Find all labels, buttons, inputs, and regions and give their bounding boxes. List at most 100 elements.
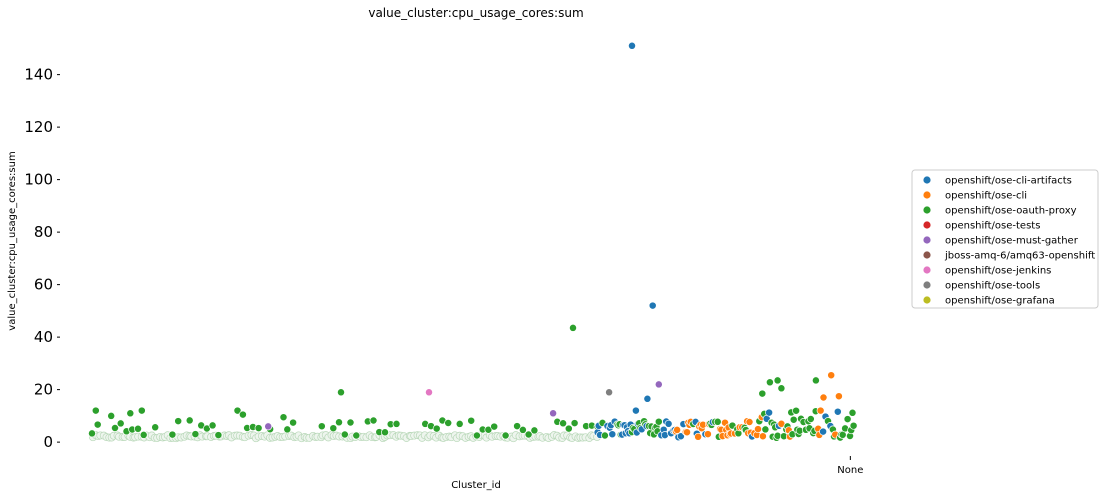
scatter-point [745, 418, 754, 426]
legend: openshift/ose-cli-artifacts openshift/ose… [911, 169, 1099, 309]
scatter-point [444, 419, 453, 427]
scatter-point [317, 422, 326, 431]
scatter-point [758, 389, 767, 398]
legend-marker [923, 251, 931, 259]
scatter-point [648, 301, 657, 310]
scatter-point [758, 432, 767, 441]
legend-label: openshift/ose-oauth-proxy [945, 206, 1077, 217]
legend-label: openshift/ose-tests [945, 221, 1040, 232]
legend-marker [923, 281, 931, 289]
scatter-point [643, 394, 652, 403]
x-axis: None [837, 456, 863, 476]
scatter-point [346, 418, 355, 427]
legend-marker [923, 266, 931, 274]
scatter-point [340, 430, 349, 439]
scatter-point [654, 380, 663, 389]
scatter-point [570, 419, 579, 428]
scatter-point [432, 424, 441, 433]
scatter-point [631, 406, 640, 415]
y-tick-label: 0 [43, 433, 53, 451]
scatter-point [811, 376, 820, 385]
legend-marker [923, 191, 931, 199]
y-axis: 0 20 40 60 80 100 120 140 [24, 66, 60, 451]
scatter-point [569, 323, 577, 332]
y-axis-label: value_cluster:cpu_usage_cores:sum [7, 151, 18, 330]
legend-marker [923, 236, 931, 244]
scatter-point [843, 415, 852, 424]
scatter-point [335, 418, 343, 427]
legend-frame [911, 169, 1099, 309]
scatter-point [664, 419, 673, 428]
scatter-point [703, 430, 712, 439]
y-tick-label: 20 [34, 381, 53, 399]
scatter-point [88, 429, 96, 438]
y-tick-label: 80 [34, 223, 53, 241]
scatter-point [834, 392, 843, 401]
scatter-point [381, 428, 389, 437]
scatter-point [490, 422, 499, 431]
scatter-point [694, 432, 703, 441]
scatter-point [819, 393, 828, 402]
scatter-point [530, 426, 539, 435]
scatter-point [549, 409, 558, 418]
data-points [88, 41, 858, 443]
y-tick-label: 40 [34, 328, 53, 346]
scatter-point [789, 415, 798, 424]
scatter-point [126, 409, 135, 418]
scatter-point [628, 41, 636, 50]
scatter-point [111, 424, 119, 432]
scatter-point [174, 417, 183, 426]
scatter-point [827, 371, 836, 380]
scatter-point [264, 422, 273, 431]
scatter-point [524, 430, 533, 439]
scatter-point [559, 419, 568, 428]
scatter-point [849, 421, 858, 430]
scatter-point [168, 430, 177, 439]
scatter-point [279, 413, 288, 422]
scatter-point [564, 424, 573, 433]
y-tick-label: 60 [34, 276, 53, 294]
scatter-point [654, 417, 663, 426]
legend-marker [923, 296, 931, 304]
y-tick-label: 140 [24, 66, 53, 84]
scatter-point [773, 376, 782, 385]
scatter-point [329, 424, 338, 433]
legend-marker [923, 176, 931, 184]
scatter-point [233, 406, 242, 415]
scatter-point [467, 416, 476, 425]
scatter-point [676, 432, 685, 441]
scatter-point [608, 430, 617, 439]
scatter-point [819, 427, 828, 436]
scatter-point [392, 419, 401, 428]
legend-label: openshift/ose-grafana [945, 296, 1055, 307]
scatter-point [472, 431, 481, 440]
x-axis-label: Cluster_id [451, 480, 501, 491]
legend-label: openshift/ose-cli-artifacts [945, 176, 1072, 187]
scatter-point [600, 431, 609, 440]
scatter-point [337, 388, 345, 397]
scatter-point [792, 406, 801, 415]
y-tick-label: 120 [24, 118, 53, 136]
scatter-point [605, 388, 614, 397]
legend-label: openshift/ose-jenkins [945, 266, 1051, 277]
scatter-point [683, 428, 691, 437]
legend-marker [923, 221, 931, 229]
scatter-point [455, 419, 464, 428]
scatter-point [369, 416, 378, 425]
scatter-point [151, 423, 160, 432]
scatter-point [501, 431, 510, 440]
legend-label: openshift/ose-must-gather [945, 236, 1079, 247]
scatter-point [254, 424, 263, 433]
scatter-point [761, 425, 770, 434]
scatter-point [425, 388, 433, 397]
scatter-point [848, 408, 857, 417]
scatter-point [208, 421, 217, 430]
scatter-point [765, 378, 774, 387]
scatter-point [137, 406, 146, 415]
scatter-point [214, 431, 223, 440]
scatter-point [352, 431, 361, 440]
scatter-point [806, 415, 815, 423]
scatter-point [777, 384, 786, 393]
scatter-point [283, 425, 292, 434]
